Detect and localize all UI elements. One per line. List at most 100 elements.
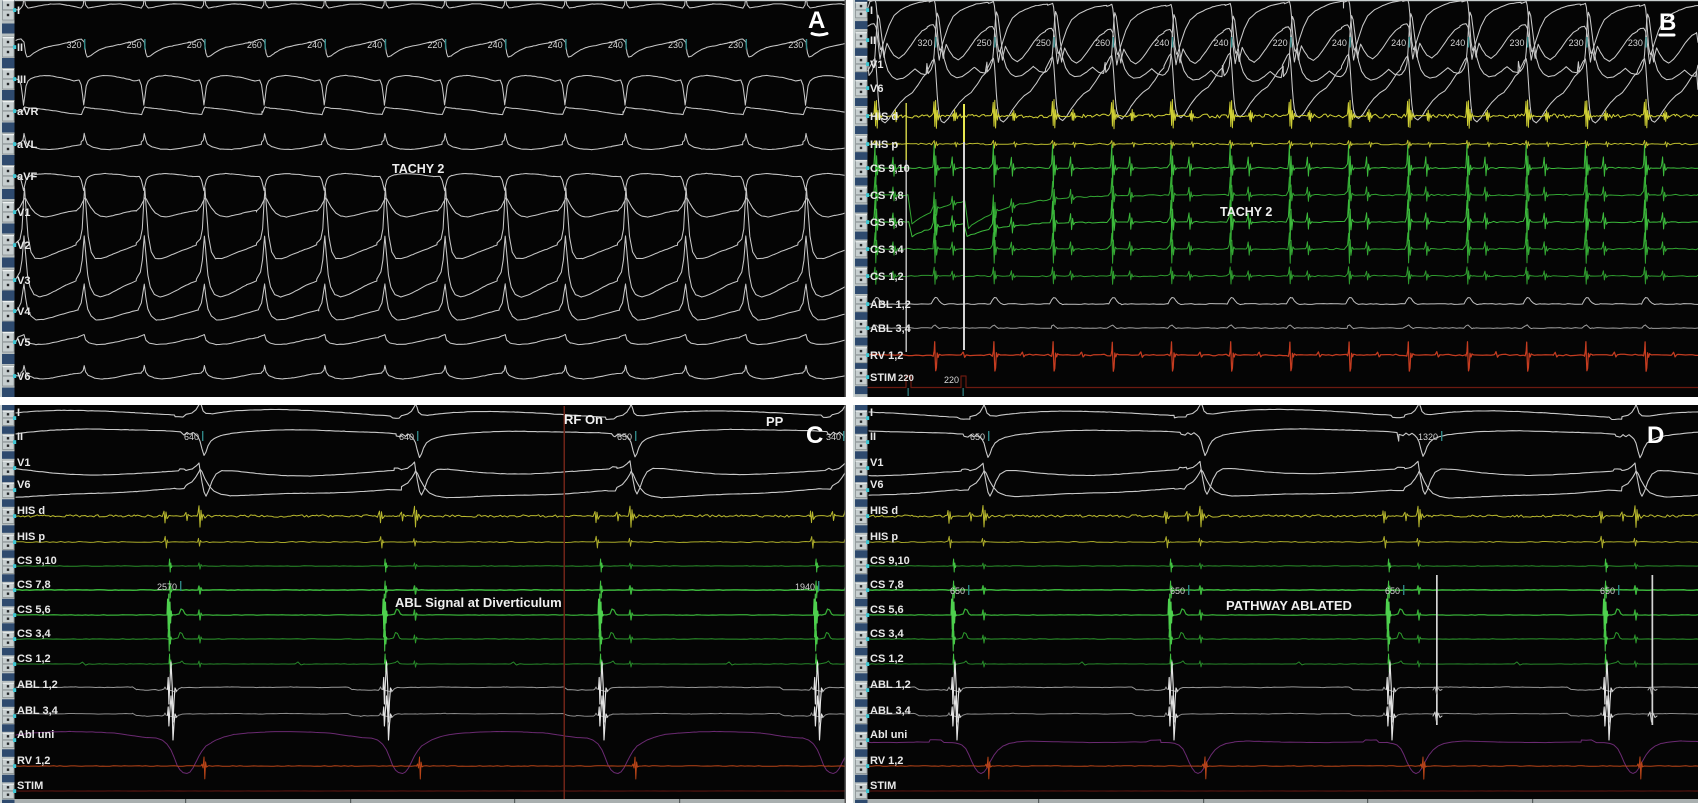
svg-text:V6: V6	[17, 479, 30, 491]
svg-text:220: 220	[427, 40, 442, 50]
svg-text:CS 1,2: CS 1,2	[870, 653, 904, 665]
svg-text:CS 5,6: CS 5,6	[870, 217, 904, 229]
svg-text:A: A	[808, 7, 825, 34]
svg-text:260: 260	[247, 40, 262, 50]
svg-text:650: 650	[617, 432, 632, 442]
svg-text:V1: V1	[870, 457, 883, 469]
svg-text:V3: V3	[17, 275, 30, 287]
svg-text:B: B	[1659, 9, 1676, 36]
svg-text:C: C	[806, 422, 823, 449]
svg-text:I: I	[17, 5, 20, 17]
svg-text:HIS d: HIS d	[870, 505, 898, 517]
svg-text:240: 240	[367, 40, 382, 50]
svg-text:V1: V1	[870, 59, 883, 71]
svg-text:240: 240	[1213, 38, 1228, 48]
svg-text:240: 240	[1154, 38, 1169, 48]
svg-text:HIS d: HIS d	[870, 111, 898, 123]
svg-text:230: 230	[1628, 38, 1643, 48]
svg-text:650: 650	[1385, 586, 1400, 596]
svg-text:CS 3,4: CS 3,4	[870, 244, 905, 256]
svg-text:230: 230	[1569, 38, 1584, 48]
svg-text:650: 650	[970, 432, 985, 442]
svg-text:STIM: STIM	[870, 780, 896, 792]
svg-text:PP: PP	[766, 414, 784, 429]
svg-text:ABL 1,2: ABL 1,2	[870, 299, 911, 311]
svg-text:220: 220	[898, 373, 914, 384]
svg-text:V6: V6	[870, 83, 883, 95]
svg-text:250: 250	[187, 40, 202, 50]
svg-text:260: 260	[1095, 38, 1110, 48]
svg-text:240: 240	[548, 40, 563, 50]
svg-text:HIS p: HIS p	[870, 531, 898, 543]
svg-text:V1: V1	[17, 207, 30, 219]
svg-text:ABL Signal at Diverticulum: ABL Signal at Diverticulum	[395, 595, 562, 610]
svg-text:RV 1,2: RV 1,2	[870, 755, 903, 767]
svg-text:340: 340	[826, 432, 841, 442]
svg-text:ABL 3,4: ABL 3,4	[17, 705, 59, 717]
svg-text:CS 9,10: CS 9,10	[17, 555, 57, 567]
svg-text:CS 7,8: CS 7,8	[17, 579, 51, 591]
svg-text:250: 250	[977, 38, 992, 48]
svg-text:320: 320	[917, 38, 932, 48]
svg-text:1940: 1940	[795, 582, 815, 592]
svg-text:ABL 3,4: ABL 3,4	[870, 705, 912, 717]
svg-text:HIS p: HIS p	[870, 139, 898, 151]
svg-text:CS 1,2: CS 1,2	[870, 271, 904, 283]
svg-text:RV 1,2: RV 1,2	[870, 350, 903, 362]
svg-text:I: I	[17, 407, 20, 419]
svg-text:650: 650	[1170, 586, 1185, 596]
svg-text:250: 250	[1036, 38, 1051, 48]
svg-text:V4: V4	[17, 306, 31, 318]
svg-text:320: 320	[66, 40, 81, 50]
svg-text:ABL 1,2: ABL 1,2	[17, 679, 58, 691]
svg-text:CS 7,8: CS 7,8	[870, 190, 904, 202]
svg-text:III: III	[17, 74, 26, 86]
svg-text:CS 3,4: CS 3,4	[17, 628, 52, 640]
svg-text:CS 9,10: CS 9,10	[870, 555, 910, 567]
svg-text:CS 7,8: CS 7,8	[870, 579, 904, 591]
svg-text:RV 1,2: RV 1,2	[17, 755, 50, 767]
svg-text:PATHWAY ABLATED: PATHWAY ABLATED	[1226, 598, 1352, 613]
svg-text:250: 250	[127, 40, 142, 50]
svg-text:240: 240	[307, 40, 322, 50]
svg-text:HIS d: HIS d	[17, 505, 45, 517]
svg-text:CS 9,10: CS 9,10	[870, 163, 910, 175]
svg-text:aVR: aVR	[17, 106, 38, 118]
svg-text:aVL: aVL	[17, 139, 37, 151]
svg-text:Abl uni: Abl uni	[17, 729, 54, 741]
svg-text:V2: V2	[17, 240, 30, 252]
svg-text:CS 1,2: CS 1,2	[17, 653, 51, 665]
svg-text:640: 640	[399, 432, 414, 442]
svg-text:V5: V5	[17, 337, 30, 349]
svg-text:CS 5,6: CS 5,6	[870, 604, 904, 616]
svg-text:V6: V6	[17, 371, 30, 383]
svg-text:V1: V1	[17, 457, 30, 469]
svg-text:STIM: STIM	[870, 372, 896, 384]
svg-text:Abl uni: Abl uni	[870, 729, 907, 741]
svg-text:II: II	[870, 35, 876, 47]
svg-text:HIS p: HIS p	[17, 531, 45, 543]
svg-text:ABL 3,4: ABL 3,4	[870, 323, 912, 335]
svg-text:2570: 2570	[157, 582, 177, 592]
svg-text:1320: 1320	[1418, 432, 1438, 442]
svg-text:240: 240	[1391, 38, 1406, 48]
svg-text:640: 640	[184, 432, 199, 442]
svg-text:230: 230	[728, 40, 743, 50]
svg-text:STIM: STIM	[17, 780, 43, 792]
svg-text:220: 220	[1273, 38, 1288, 48]
svg-text:I: I	[870, 5, 873, 17]
svg-text:RF On: RF On	[564, 412, 603, 427]
svg-text:aVF: aVF	[17, 171, 37, 183]
svg-text:I: I	[870, 407, 873, 419]
svg-text:650: 650	[950, 586, 965, 596]
svg-text:240: 240	[488, 40, 503, 50]
svg-text:II: II	[870, 431, 876, 443]
svg-text:650: 650	[1600, 586, 1615, 596]
svg-text:TACHY 2: TACHY 2	[392, 162, 444, 176]
svg-text:V6: V6	[870, 479, 883, 491]
svg-text:240: 240	[608, 40, 623, 50]
svg-text:220: 220	[944, 375, 959, 385]
svg-text:ABL 1,2: ABL 1,2	[870, 679, 911, 691]
svg-text:CS 5,6: CS 5,6	[17, 604, 51, 616]
svg-text:240: 240	[1332, 38, 1347, 48]
